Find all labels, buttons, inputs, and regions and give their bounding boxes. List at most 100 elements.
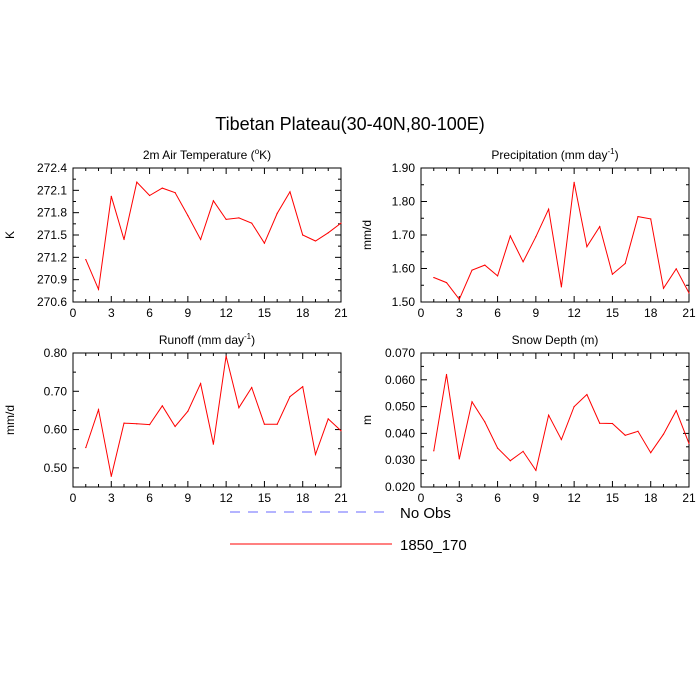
series-line-1850_170 (85, 355, 342, 477)
data-point (174, 425, 176, 428)
x-tick-label: 21 (682, 491, 696, 505)
y-tick-label: 270.6 (37, 295, 67, 309)
x-tick-label: 9 (185, 306, 192, 320)
data-point (161, 187, 163, 189)
data-point (496, 447, 499, 449)
data-point (212, 200, 214, 202)
data-point (548, 208, 550, 210)
x-tick-label: 0 (70, 491, 77, 505)
data-point (573, 181, 575, 184)
data-point (174, 191, 176, 194)
y-tick-label: 0.060 (385, 373, 415, 387)
panel-0: 2m Air Temperature (oK) 0 3 6 9 12 15 18 21 270.6… (3, 147, 348, 320)
panel-3: Snow Depth (m) 0 3 6 9 12 15 18 21 0.020 0.030 0.04… (360, 333, 696, 505)
data-point (522, 261, 524, 263)
data-point (662, 433, 665, 435)
panel-title: Runoff (mm day-1) (159, 332, 255, 347)
panel-title: 2m Air Temperature (oK) (143, 147, 271, 162)
data-point (289, 396, 291, 398)
data-point (611, 422, 614, 425)
y-tick-label: 0.70 (44, 384, 68, 398)
y-tick-label: 1.60 (392, 262, 416, 276)
data-point (560, 286, 562, 288)
data-point (276, 423, 278, 425)
legend-label-0: No Obs (400, 505, 451, 522)
data-point (225, 355, 227, 357)
data-point (445, 373, 448, 376)
y-tick-label: 272.4 (37, 161, 67, 175)
series-line-1850_170 (433, 374, 690, 472)
data-point (611, 273, 614, 275)
x-tick-label: 21 (334, 306, 348, 320)
data-point (251, 386, 253, 389)
x-tick-label: 18 (644, 491, 658, 505)
data-point (471, 269, 473, 271)
data-point (624, 262, 626, 265)
y-tick-label: 271.5 (37, 228, 67, 242)
data-point (340, 222, 342, 224)
data-point (238, 407, 240, 409)
y-axis-label: mm/d (3, 405, 17, 435)
data-point (263, 242, 266, 244)
data-point (637, 215, 639, 218)
legend: No Obs 1850_170 (230, 505, 467, 554)
data-point (161, 405, 163, 407)
plot-frame (420, 167, 690, 303)
y-tick-label: 0.50 (44, 461, 68, 475)
y-axis-label: m (360, 415, 374, 425)
y-tick-label: 1.90 (392, 161, 416, 175)
data-point (586, 393, 588, 396)
data-point (688, 442, 690, 445)
series-line-1850_170 (433, 182, 690, 301)
data-point (458, 458, 460, 460)
x-tick-label: 18 (296, 491, 310, 505)
panel-1: Precipitation (mm day-1) 0 3 6 9 12 15 18 21 1.50… (360, 147, 696, 320)
data-point (675, 410, 677, 412)
x-tick-label: 9 (533, 491, 540, 505)
panels: 2m Air Temperature (oK) 0 3 6 9 12 15 18 21 270.6… (3, 147, 696, 505)
y-tick-label: 272.1 (37, 183, 67, 197)
data-point (340, 430, 342, 432)
x-tick-label: 6 (494, 491, 501, 505)
x-tick-label: 9 (533, 306, 540, 320)
x-tick-label: 12 (567, 306, 581, 320)
data-point (509, 235, 511, 237)
y-axis-label: mm/d (360, 220, 374, 250)
x-tick-label: 6 (494, 306, 501, 320)
data-point (187, 215, 189, 217)
x-tick-label: 15 (258, 491, 272, 505)
x-tick-label: 12 (219, 306, 233, 320)
data-point (599, 226, 601, 228)
data-point (573, 406, 575, 408)
data-point (522, 450, 524, 452)
data-point (327, 232, 329, 234)
data-point (200, 383, 202, 385)
x-tick-label: 15 (606, 491, 620, 505)
x-tick-label: 3 (456, 491, 463, 505)
y-tick-label: 270.9 (37, 273, 67, 287)
y-tick-label: 0.040 (385, 426, 415, 440)
data-point (110, 475, 112, 477)
x-tick-label: 0 (418, 306, 425, 320)
data-point (624, 434, 626, 436)
data-point (110, 195, 112, 197)
data-point (688, 292, 690, 294)
x-tick-label: 15 (258, 306, 272, 320)
data-point (85, 258, 87, 261)
y-tick-label: 1.70 (392, 228, 416, 242)
data-point (675, 268, 677, 270)
y-tick-label: 0.020 (385, 480, 415, 494)
data-point (484, 264, 486, 266)
y-tick-label: 1.50 (392, 295, 416, 309)
plot-frame (72, 352, 342, 488)
x-tick-label: 15 (606, 306, 620, 320)
y-tick-label: 271.8 (37, 206, 67, 220)
x-tick-label: 21 (682, 306, 696, 320)
data-point (251, 222, 253, 224)
data-point (314, 240, 317, 242)
data-point (276, 212, 278, 215)
x-tick-label: 6 (146, 491, 153, 505)
y-tick-label: 0.80 (44, 346, 68, 360)
x-tick-label: 3 (456, 306, 463, 320)
x-tick-label: 0 (418, 491, 425, 505)
